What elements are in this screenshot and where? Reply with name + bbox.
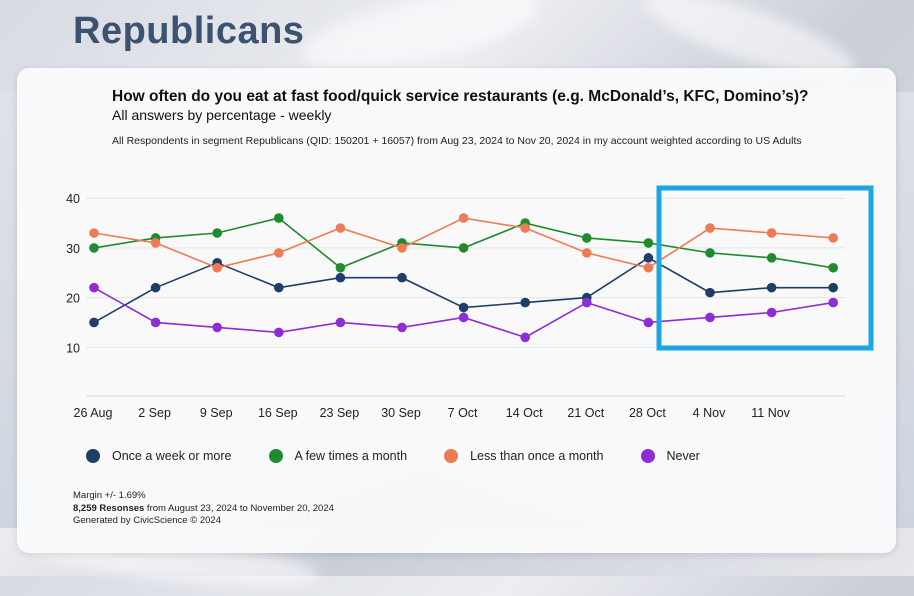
data-point: [150, 317, 161, 328]
data-point: [212, 228, 222, 238]
responses-line: 8,259 Resonses from August 23, 2024 to N…: [73, 503, 334, 516]
data-point: [766, 228, 777, 238]
data-point: [766, 307, 777, 318]
x-tick-label: 9 Sep: [200, 406, 233, 420]
data-point: [397, 322, 407, 333]
x-tick-label: 16 Sep: [258, 406, 298, 420]
data-point: [643, 253, 654, 263]
legend-item: A few times a month: [268, 449, 408, 463]
x-tick-label: 30 Sep: [381, 406, 421, 420]
x-tick-label: 28 Oct: [629, 406, 666, 420]
data-point: [335, 223, 346, 233]
data-point: [705, 312, 715, 323]
x-tick-label: 14 Oct: [506, 406, 543, 420]
legend-dot: [640, 449, 655, 463]
chart-card: [17, 68, 896, 553]
chart-note: All Respondents in segment Republicans (…: [112, 135, 802, 147]
y-tick-label: 10: [66, 341, 80, 355]
data-point: [520, 332, 530, 343]
data-point: [828, 262, 838, 273]
chart-legend: Once a week or more A few times a month Le…: [86, 449, 700, 463]
data-point: [458, 213, 469, 223]
y-tick-label: 20: [66, 292, 80, 306]
x-tick-label: 11 Nov: [751, 406, 790, 420]
responses-range: from August 23, 2024 to November 20, 202…: [144, 502, 334, 514]
data-point: [582, 297, 592, 308]
data-point: [212, 262, 222, 273]
data-point: [397, 243, 407, 253]
data-point: [89, 243, 99, 253]
data-point: [150, 282, 161, 293]
data-point: [335, 262, 346, 273]
data-point: [458, 243, 469, 253]
legend-label: A few times a month: [294, 449, 408, 463]
x-tick-label: 2 Sep: [138, 406, 171, 420]
legend-dot: [268, 449, 283, 463]
legend-item: Once a week or more: [86, 449, 232, 463]
data-point: [705, 248, 715, 258]
data-point: [828, 282, 838, 293]
series-line: [93, 286, 834, 339]
data-point: [458, 312, 469, 323]
legend-label: Less than once a month: [470, 449, 604, 463]
line-chart: 10 20 30 40 26 Aug 2 Sep 9 Sep 16 Sep 23 Sep 30 S…: [66, 185, 874, 420]
x-tick-label: 23 Sep: [320, 406, 360, 420]
data-point: [582, 248, 592, 258]
legend-item: Less than once a month: [444, 449, 604, 463]
margin-text: Margin +/- 1.69%: [73, 490, 146, 501]
legend-dot: [86, 449, 100, 463]
series-line: [93, 217, 834, 269]
series-line: [93, 217, 834, 269]
chart-title: How often do you eat at fast food/quick …: [112, 88, 809, 105]
data-point: [643, 262, 654, 273]
data-point: [643, 317, 654, 328]
data-point: [89, 282, 99, 293]
responses-count: 8,259 Resonses: [73, 502, 145, 514]
x-tick-label: 26 Aug: [74, 406, 113, 420]
data-point: [458, 302, 469, 313]
data-point: [766, 282, 777, 293]
data-point: [274, 282, 284, 293]
data-point: [828, 297, 838, 308]
data-point: [397, 272, 407, 283]
data-point: [643, 238, 654, 248]
data-point: [582, 233, 592, 243]
legend-label: Once a week or more: [112, 449, 232, 463]
data-point: [335, 317, 346, 328]
legend-item: Never: [640, 449, 700, 463]
x-tick-label: 7 Oct: [448, 406, 478, 420]
x-tick-label: 21 Oct: [567, 406, 604, 420]
y-tick-label: 30: [66, 242, 80, 256]
chart-footer: Margin +/- 1.69% 8,259 Resonses from Aug…: [73, 490, 334, 528]
data-point: [274, 248, 284, 258]
data-point: [89, 228, 99, 238]
data-point: [335, 272, 346, 283]
data-point: [705, 223, 715, 233]
chart-subtitle: All answers by percentage - weekly: [112, 107, 332, 123]
data-point: [89, 317, 99, 328]
data-point: [828, 233, 838, 243]
legend-dot: [444, 449, 459, 463]
data-point: [274, 327, 284, 338]
data-point: [520, 297, 530, 308]
generated-text: Generated by CivicScience © 2024: [73, 515, 221, 526]
highlight-box: [656, 185, 874, 351]
legend-label: Never: [666, 449, 700, 463]
page-heading: Republicans: [73, 10, 305, 52]
y-tick-label: 40: [66, 192, 80, 206]
data-point: [150, 238, 161, 248]
data-point: [212, 322, 222, 333]
data-point: [520, 223, 530, 233]
x-tick-label: 4 Nov: [693, 406, 726, 420]
data-point: [274, 213, 284, 223]
data-point: [705, 287, 715, 298]
data-point: [766, 253, 777, 263]
